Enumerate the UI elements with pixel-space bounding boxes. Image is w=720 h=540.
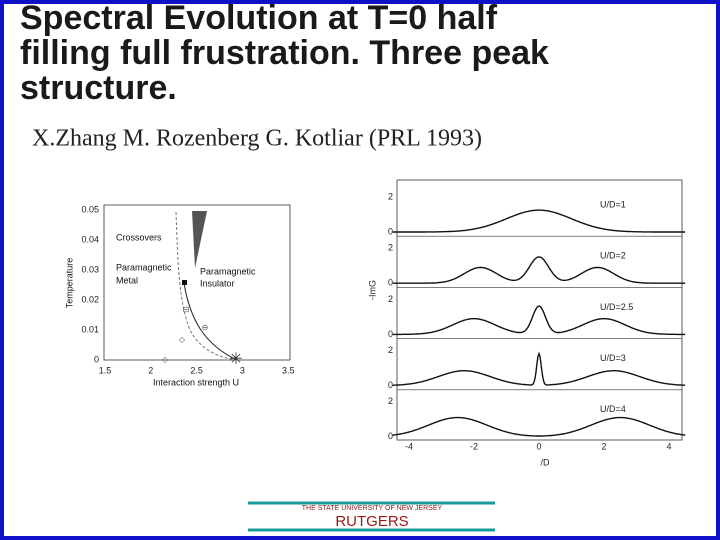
- marker: ⊟: [183, 305, 190, 314]
- spectrum-curve: [392, 256, 686, 284]
- marker: ◇: [162, 355, 169, 364]
- spectrum-curve: [392, 416, 686, 437]
- footer-university: THE STATE UNIVERSITY OF NEW JERSEY: [302, 505, 443, 512]
- marker: ⊖: [202, 323, 209, 332]
- y-tick-label: 0.01: [81, 324, 99, 334]
- citation: X.Zhang M. Rozenberg G. Kotliar (PRL 199…: [32, 126, 482, 152]
- x-axis-label: Interaction strength U: [153, 377, 239, 387]
- x-tick-label: 3: [240, 365, 245, 375]
- spectrum-curve: [392, 305, 686, 336]
- spectra-figure: 2 0 U/D=1 2 0 U/D=2 2 0 U/D=2.5 2 0 U/D=3 2 0 U/D=4 -4 -…: [367, 179, 686, 467]
- boundary-curve: [183, 282, 238, 361]
- panel-label: U/D=3: [600, 353, 626, 363]
- x-tick-label: 0: [536, 441, 541, 451]
- panel-label: U/D=2.5: [600, 302, 633, 312]
- panel-y-tick: 2: [388, 243, 393, 253]
- panel-y-tick: 0: [388, 329, 393, 339]
- y-tick-label: 0.05: [81, 204, 99, 214]
- panel-label: U/D=4: [600, 404, 626, 414]
- axes-box: [396, 179, 683, 441]
- y-tick-label: 0.04: [81, 234, 99, 244]
- critical-point: [182, 280, 187, 285]
- title-line: Spectral Evolution at T=0 half: [20, 0, 498, 37]
- x-tick-label: 2: [148, 365, 153, 375]
- footer-name: RUTGERS: [335, 513, 408, 530]
- spectrum-curve: [392, 209, 686, 233]
- spectrum-curve: [392, 351, 686, 386]
- panel-y-tick: 0: [388, 278, 393, 288]
- x-tick-label: 3.5: [282, 365, 295, 375]
- panel-y-tick: 2: [388, 294, 393, 304]
- panel-label: U/D=1: [600, 199, 626, 209]
- x-axis-label: /D: [541, 457, 551, 467]
- x-tick-label: -4: [405, 441, 413, 451]
- region-label: Paramagnetic: [200, 266, 256, 276]
- y-tick-label: 0.02: [81, 294, 99, 304]
- panel-y-tick: 2: [388, 396, 393, 406]
- panel-y-tick: 2: [388, 191, 393, 201]
- region-label: Insulator: [200, 278, 235, 288]
- title-line: structure.: [20, 69, 177, 107]
- x-tick-label: 1.5: [99, 365, 112, 375]
- region-label: Metal: [116, 275, 138, 285]
- x-tick-label: 4: [666, 441, 671, 451]
- boundary-curve: [175, 211, 238, 361]
- x-tick-label: 2.5: [190, 365, 203, 375]
- crossover-wedge: [192, 211, 207, 268]
- panel-y-tick: 0: [388, 431, 393, 441]
- star-marker: ✳: [229, 351, 242, 368]
- panel-y-tick: 2: [388, 345, 393, 355]
- marker: ◇: [179, 335, 186, 344]
- title-line: filling full frustration. Three peak: [20, 34, 549, 72]
- panel-y-tick: 0: [388, 226, 393, 236]
- panel-y-tick: 0: [388, 380, 393, 390]
- y-axis-label: -ImG: [367, 280, 377, 300]
- y-tick-label: 0.03: [81, 264, 99, 274]
- region-label: Crossovers: [116, 232, 162, 242]
- panel-label: U/D=2: [600, 251, 626, 261]
- region-label: Paramagnetic: [116, 262, 172, 272]
- y-axis-label: Temperature: [64, 258, 74, 309]
- phase-diagram: ✳ ◇ ◇ ⊟ ⊖ 0.05 0.04 0.03 0.02 0.01 01.5 2 2.5 3 3…: [64, 204, 294, 387]
- x-tick-label: 2: [601, 441, 606, 451]
- x-tick-label: -2: [470, 441, 478, 451]
- y-tick-label: 0: [94, 354, 99, 364]
- axes-box: [103, 204, 291, 361]
